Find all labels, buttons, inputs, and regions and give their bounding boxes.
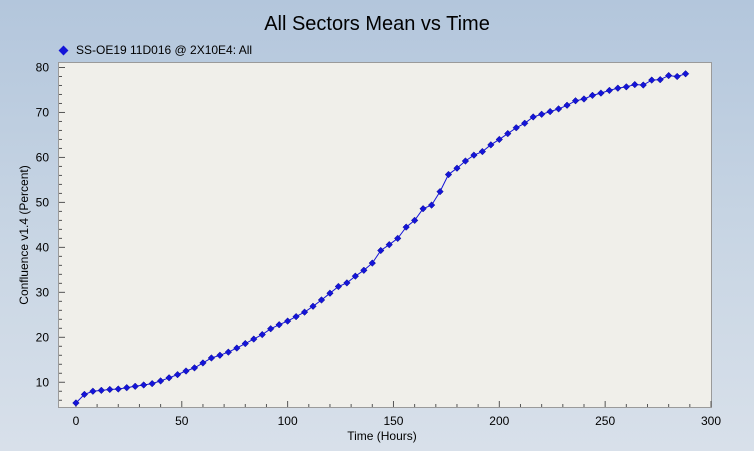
- y-tick-label: 70: [36, 105, 50, 119]
- data-point: [216, 351, 224, 359]
- data-point: [368, 259, 376, 267]
- data-point: [394, 234, 402, 243]
- x-axis-label: Time (Hours): [347, 429, 417, 443]
- data-point: [343, 279, 351, 287]
- data-point: [461, 157, 470, 165]
- data-point: [453, 164, 461, 172]
- data-point: [156, 377, 165, 385]
- data-point: [190, 364, 199, 372]
- y-tick-label: 50: [36, 195, 50, 209]
- data-point: [402, 223, 410, 231]
- data-point: [326, 289, 334, 297]
- data-point: [317, 296, 326, 304]
- data-point: [173, 370, 182, 379]
- data-point: [267, 325, 275, 333]
- data-point: [224, 348, 233, 356]
- plot-frame: [58, 62, 712, 408]
- data-point: [665, 71, 673, 80]
- x-tick-label: 150: [383, 414, 403, 428]
- data-point: [334, 282, 343, 291]
- data-point: [207, 354, 216, 362]
- data-point: [597, 89, 605, 97]
- series-layer: [72, 70, 690, 407]
- data-point: [537, 110, 546, 118]
- data-point: [72, 399, 80, 407]
- data-point: [360, 266, 368, 274]
- data-point: [631, 80, 639, 89]
- y-tick-label: 60: [36, 150, 50, 164]
- data-point: [512, 124, 520, 132]
- legend: SS-OE19 11D016 @ 2X10E4: All: [58, 43, 252, 57]
- data-point: [427, 201, 436, 209]
- data-point: [563, 101, 571, 109]
- data-point: [283, 317, 292, 325]
- data-point: [487, 141, 495, 149]
- data-point: [521, 119, 529, 127]
- data-point: [436, 187, 444, 196]
- data-point: [233, 344, 241, 352]
- data-point: [106, 385, 114, 394]
- data-point: [419, 205, 427, 213]
- y-axis: 10 20 30 40 50 60 70 80: [36, 60, 65, 401]
- data-point: [131, 382, 139, 390]
- legend-label: SS-OE19 11D016 @ 2X10E4: All: [76, 43, 253, 57]
- x-axis: 0 50 100 150 200 250 300: [73, 401, 721, 428]
- data-point: [97, 386, 105, 395]
- data-point: [89, 387, 97, 395]
- x-tick-label: 50: [175, 414, 189, 428]
- data-point: [182, 367, 190, 375]
- data-point: [275, 321, 283, 329]
- x-tick-label: 300: [701, 414, 721, 428]
- x-tick-label: 200: [489, 414, 509, 428]
- data-point: [554, 105, 563, 113]
- data-point: [80, 390, 89, 399]
- data-point: [495, 135, 503, 144]
- data-point: [588, 91, 597, 100]
- data-point: [250, 335, 258, 343]
- data-point: [123, 384, 131, 392]
- data-point: [681, 70, 690, 78]
- data-point: [114, 385, 122, 393]
- x-tick-label: 0: [73, 414, 80, 428]
- data-point: [165, 374, 173, 382]
- data-point: [478, 147, 487, 156]
- y-axis-label: Confluence v1.4 (Percent): [17, 165, 31, 304]
- data-point: [241, 339, 249, 348]
- data-point: [300, 308, 309, 316]
- data-point: [199, 359, 207, 367]
- data-point: [571, 97, 580, 105]
- y-tick-label: 40: [36, 240, 50, 254]
- data-point: [140, 381, 148, 389]
- data-point: [377, 246, 385, 255]
- data-point: [580, 95, 588, 103]
- data-point: [622, 83, 630, 91]
- series-line: [75, 73, 686, 404]
- data-point: [258, 330, 266, 339]
- y-tick-label: 10: [36, 375, 50, 389]
- data-point: [546, 107, 554, 116]
- data-point: [648, 76, 656, 84]
- data-point: [656, 75, 664, 84]
- data-point: [410, 216, 419, 225]
- y-tick-label: 30: [36, 285, 50, 299]
- data-point: [639, 81, 647, 89]
- data-point: [529, 113, 537, 121]
- x-tick-label: 250: [595, 414, 615, 428]
- chart-title: All Sectors Mean vs Time: [264, 13, 490, 35]
- data-point: [504, 129, 512, 138]
- data-point: [309, 302, 317, 310]
- data-point: [673, 72, 681, 81]
- data-point: [292, 312, 300, 321]
- data-point: [351, 272, 360, 280]
- data-point: [614, 84, 622, 92]
- y-tick-label: 20: [36, 330, 50, 344]
- data-point: [444, 170, 453, 179]
- data-point: [148, 379, 156, 388]
- y-tick-label: 80: [36, 60, 50, 74]
- data-point: [470, 151, 478, 159]
- data-point: [385, 241, 393, 249]
- data-point: [605, 86, 614, 95]
- x-tick-label: 100: [278, 414, 298, 428]
